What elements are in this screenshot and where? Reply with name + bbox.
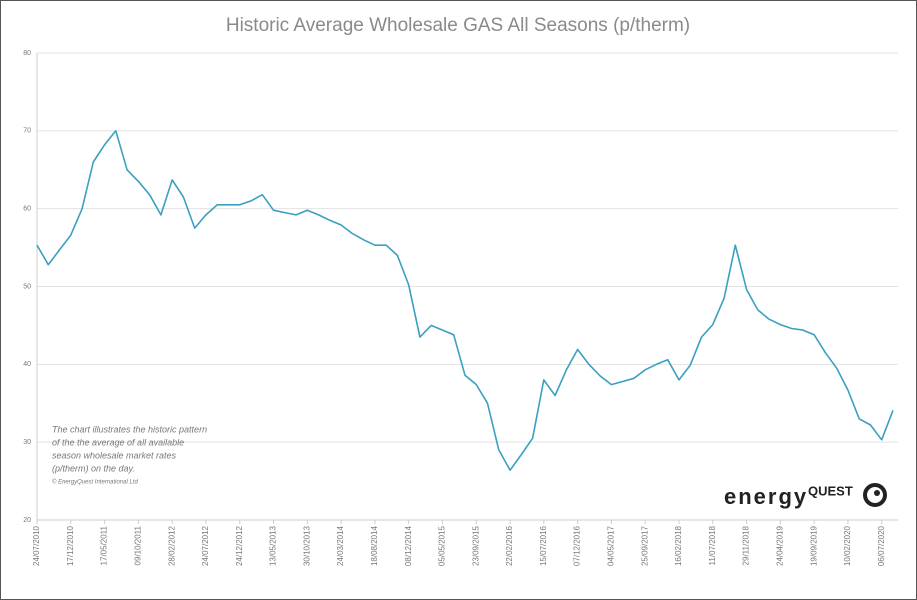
x-tick-label: 09/10/2011 bbox=[133, 525, 142, 565]
x-tick-label: 04/05/2017 bbox=[607, 525, 616, 566]
line-series bbox=[36, 130, 894, 471]
x-tick-label: 19/09/2019 bbox=[809, 525, 818, 566]
annotation-line: The chart illustrates the historic patte… bbox=[52, 424, 207, 434]
x-tick-label: 06/07/2020 bbox=[877, 525, 886, 566]
copyright: © EnergyQuest International Ltd bbox=[52, 479, 138, 486]
x-tick-label: 13/05/2013 bbox=[269, 525, 278, 566]
chart-title: Historic Average Wholesale GAS All Seaso… bbox=[226, 15, 690, 36]
logo-brand: QUEST bbox=[808, 483, 853, 498]
x-tick-label: 22/02/2016 bbox=[505, 525, 514, 566]
y-tick-label: 50 bbox=[23, 283, 31, 290]
x-tick-label: 24/07/2012 bbox=[201, 525, 210, 566]
logo: energy QUEST bbox=[724, 483, 887, 509]
x-tick-label: 05/05/2015 bbox=[438, 525, 447, 566]
y-tick-label: 30 bbox=[23, 439, 31, 446]
x-tick-label: 07/12/2016 bbox=[573, 525, 582, 566]
logo-swirl-center bbox=[874, 490, 880, 496]
x-tick-label: 28/02/2012 bbox=[167, 525, 176, 566]
x-tick-label: 10/02/2020 bbox=[843, 525, 852, 566]
x-tick-label: 17/12/2010 bbox=[66, 525, 75, 566]
y-tick-label: 60 bbox=[23, 206, 31, 213]
y-tick-label: 70 bbox=[23, 128, 31, 135]
x-tick-label: 24/03/2014 bbox=[336, 525, 345, 566]
x-tick-label: 17/05/2011 bbox=[100, 525, 109, 565]
x-tick-label: 25/09/2017 bbox=[640, 525, 649, 566]
x-tick-label: 24/07/2010 bbox=[32, 525, 41, 566]
x-tick-label: 24/12/2012 bbox=[235, 525, 244, 566]
logo-word: energy bbox=[724, 484, 808, 509]
y-tick-label: 20 bbox=[23, 517, 31, 524]
annotation-line: of the the average of all available bbox=[52, 437, 184, 447]
logo-swirl bbox=[863, 483, 887, 507]
x-tick-label: 16/02/2018 bbox=[674, 525, 683, 566]
x-tick-label: 30/10/2013 bbox=[302, 525, 311, 566]
x-tick-label: 15/07/2016 bbox=[539, 525, 548, 566]
x-tick-label: 18/08/2014 bbox=[370, 525, 379, 566]
annotation-line: season wholesale market rates bbox=[52, 450, 177, 460]
annotation-line: (p/therm) on the day. bbox=[52, 463, 135, 473]
y-tick-label: 80 bbox=[23, 50, 31, 57]
annotation: The chart illustrates the historic patte… bbox=[52, 424, 207, 485]
x-tick-label: 08/12/2014 bbox=[404, 525, 413, 566]
y-tick-label: 40 bbox=[23, 361, 31, 368]
x-tick-label: 24/04/2019 bbox=[775, 525, 784, 566]
x-tick-label: 23/09/2015 bbox=[471, 525, 480, 566]
x-tick-label: 11/07/2018 bbox=[708, 525, 717, 565]
x-tick-label: 29/11/2018 bbox=[742, 525, 751, 565]
